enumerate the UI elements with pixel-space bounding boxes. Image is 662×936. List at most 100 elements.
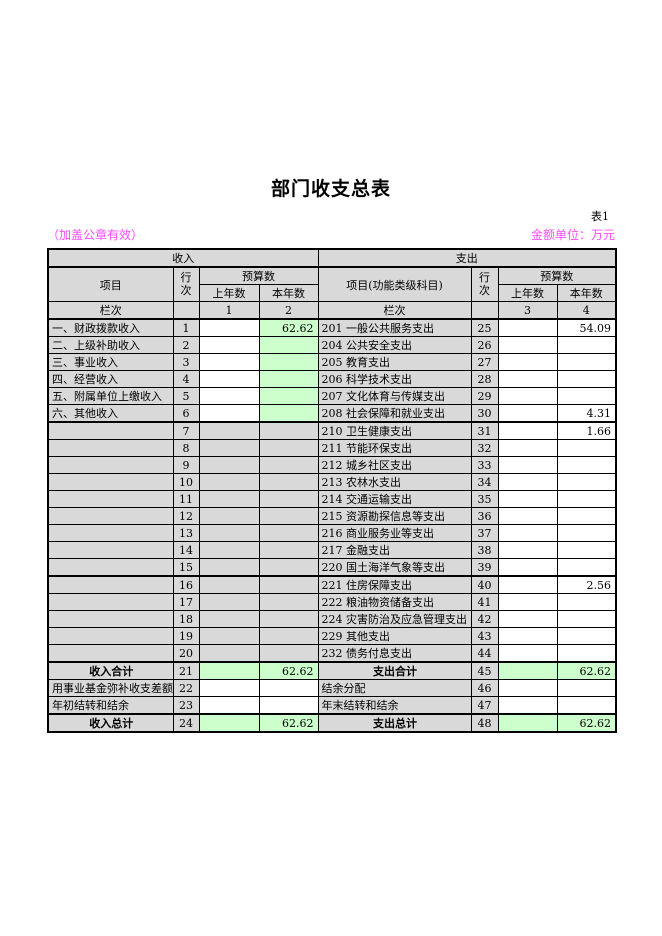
expense-thisyear-value xyxy=(556,593,617,611)
table-row: 六、其他收入 6 208 社会保障和就业支出 30 4.31 xyxy=(47,404,617,423)
expense-lastyear-value xyxy=(497,575,558,594)
income-thisyear-value xyxy=(258,490,319,508)
income-lastyear-value xyxy=(198,336,260,354)
expense-rowno-cell: 35 xyxy=(470,490,499,508)
expense-thisyear-value: 54.09 xyxy=(556,318,617,337)
income-item-cell: 用事业基金弥补收支差额 xyxy=(47,679,174,697)
income-rowno-cell: 4 xyxy=(172,370,200,388)
expense-rowno-cell: 42 xyxy=(470,610,499,628)
stamp-note: （加盖公章有效） xyxy=(47,228,144,242)
income-item-cell xyxy=(47,627,174,645)
expense-lastyear-header: 上年数 xyxy=(497,284,558,302)
expense-lastyear-value xyxy=(497,627,558,645)
income-item-cell: 五、附属单位上缴收入 xyxy=(47,387,174,405)
income-rowno-cell: 3 xyxy=(172,353,200,371)
expense-thisyear-value xyxy=(556,456,617,474)
income-item-cell xyxy=(47,421,174,440)
expense-lastyear-value xyxy=(497,318,558,337)
income-thisyear-value xyxy=(258,507,319,525)
income-item-cell: 三、事业收入 xyxy=(47,353,174,371)
income-item-cell xyxy=(47,610,174,628)
income-lastyear-value xyxy=(198,439,260,457)
expense-rowno-cell: 37 xyxy=(470,524,499,542)
expense-lastyear-value xyxy=(497,387,558,405)
income-item-cell xyxy=(47,439,174,457)
expense-lastyear-value xyxy=(497,593,558,611)
income-rowno-cell: 12 xyxy=(172,507,200,525)
expense-item-cell: 支出总计 xyxy=(317,713,472,733)
section-header-row: 收入 支出 xyxy=(47,248,617,268)
expense-thisyear-value: 1.66 xyxy=(556,421,617,440)
income-lastyear-value xyxy=(198,524,260,542)
expense-item-cell: 207 文化体育与传媒支出 xyxy=(317,387,472,405)
table-number: 表1 xyxy=(591,210,609,223)
expense-item-cell: 216 商业服务业等支出 xyxy=(317,524,472,542)
income-thisyear-header: 本年数 xyxy=(258,284,319,302)
expense-item-cell: 224 灾害防治及应急管理支出 xyxy=(317,610,472,628)
income-lastyear-value xyxy=(198,473,260,491)
expense-thisyear-header: 本年数 xyxy=(556,284,617,302)
table-row: 10 213 农林水支出 34 xyxy=(47,473,617,491)
expense-item-cell: 229 其他支出 xyxy=(317,627,472,645)
expense-lastyear-value xyxy=(497,644,558,663)
income-thisyear-value xyxy=(258,404,319,423)
table-row: 20 232 债务付息支出 44 xyxy=(47,644,617,663)
income-thisyear-value xyxy=(258,541,319,559)
lanci-right: 栏次 xyxy=(317,301,472,320)
expense-lastyear-value xyxy=(497,558,558,577)
expense-thisyear-value xyxy=(556,507,617,525)
expense-rowno-cell: 29 xyxy=(470,387,499,405)
col-index-3: 3 xyxy=(497,301,558,320)
expense-rowno-cell: 46 xyxy=(470,679,499,697)
income-rowno-cell: 23 xyxy=(172,696,200,715)
income-thisyear-value xyxy=(258,456,319,474)
column-subheader-row: 上年数 本年数 上年数 本年数 xyxy=(48,284,617,302)
expense-item-cell: 201 一般公共服务支出 xyxy=(317,318,472,337)
expense-rowno-cell: 33 xyxy=(470,456,499,474)
expense-thisyear-value xyxy=(556,387,617,405)
expense-lastyear-value xyxy=(497,353,558,371)
income-lastyear-value xyxy=(198,421,260,440)
income-thisyear-value xyxy=(258,421,319,440)
income-lastyear-value xyxy=(198,644,260,663)
expense-lastyear-value xyxy=(497,370,558,388)
expense-item-cell: 232 债务付息支出 xyxy=(317,644,472,663)
income-rowno-cell: 10 xyxy=(172,473,200,491)
expense-item-cell: 215 资源勘探信息等支出 xyxy=(317,507,472,525)
expense-item-cell: 213 农林水支出 xyxy=(317,473,472,491)
expense-item-cell: 210 卫生健康支出 xyxy=(317,421,472,440)
income-lastyear-value xyxy=(198,490,260,508)
income-thisyear-value xyxy=(258,679,319,697)
page-title: 部门收支总表 xyxy=(270,178,391,200)
expense-thisyear-value xyxy=(556,644,617,663)
income-lastyear-value xyxy=(198,661,260,680)
expense-thisyear-value xyxy=(556,679,617,697)
table-row: 19 229 其他支出 43 xyxy=(47,627,617,645)
table-row: 年初结转和结余 23 年末结转和结余 47 xyxy=(47,696,617,715)
income-lastyear-value xyxy=(198,541,260,559)
income-item-cell xyxy=(47,541,174,559)
income-item-cell xyxy=(47,507,174,525)
table-row: 收入合计 21 62.62 支出合计 45 62.62 xyxy=(47,661,617,680)
col-index-1: 1 xyxy=(198,301,260,320)
table-row: 11 214 交通运输支出 35 xyxy=(47,490,617,508)
income-lastyear-value xyxy=(198,456,260,474)
lanci-left: 栏次 xyxy=(47,301,174,320)
expense-thisyear-value xyxy=(556,473,617,491)
income-thisyear-value xyxy=(258,473,319,491)
income-lastyear-value xyxy=(198,679,260,697)
table-row: 用事业基金弥补收支差额 22 结余分配 46 xyxy=(47,679,617,697)
income-lastyear-value xyxy=(198,610,260,628)
expense-lastyear-value xyxy=(497,336,558,354)
income-rowno-cell: 11 xyxy=(172,490,200,508)
income-lastyear-value xyxy=(198,593,260,611)
expense-rowno-cell: 28 xyxy=(470,370,499,388)
income-item-cell xyxy=(47,575,174,594)
income-rowno-cell: 13 xyxy=(172,524,200,542)
income-rowno-cell: 21 xyxy=(172,661,200,680)
income-thisyear-value xyxy=(258,610,319,628)
income-rowno-cell: 16 xyxy=(172,575,200,594)
lanci-right-blank xyxy=(470,301,499,320)
income-thisyear-value xyxy=(258,387,319,405)
expense-thisyear-value xyxy=(556,610,617,628)
